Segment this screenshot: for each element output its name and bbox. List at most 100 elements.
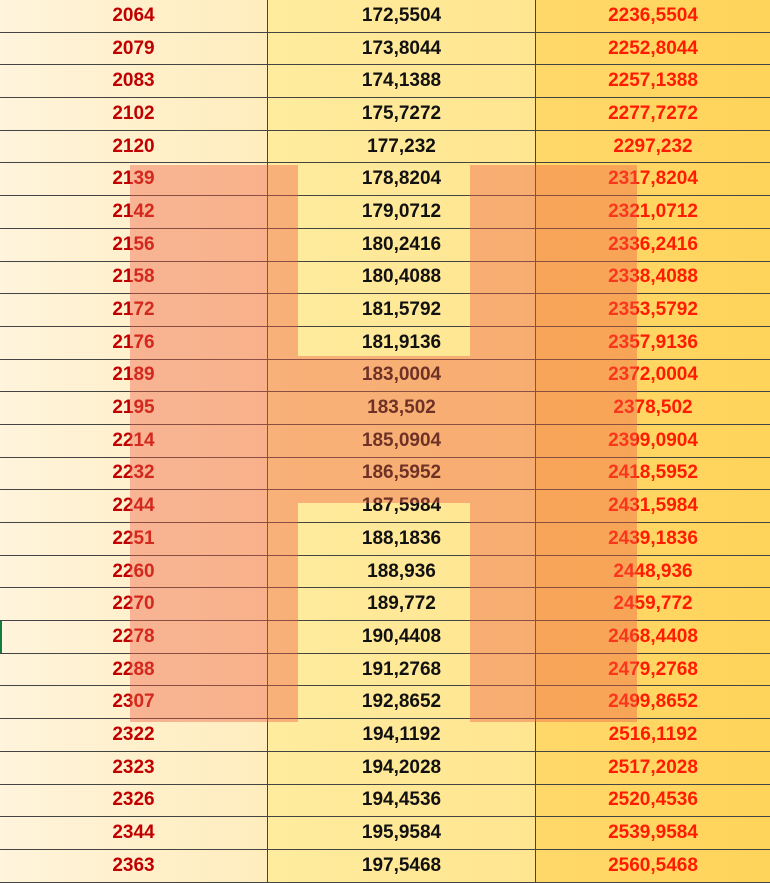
cell-col-3[interactable]: 2277,7272 xyxy=(536,98,770,130)
cell-col-3[interactable]: 2257,1388 xyxy=(536,65,770,98)
cell-col-1[interactable]: 2260 xyxy=(0,555,268,588)
cell-col-3[interactable]: 2468,4408 xyxy=(536,621,770,653)
cell-col-2[interactable]: 180,4088 xyxy=(268,261,536,294)
cell-col-2[interactable]: 181,9136 xyxy=(268,326,536,359)
cell-col-3[interactable]: 2399,0904 xyxy=(536,424,770,457)
table-row: 2363 197,5468 2560,5468 xyxy=(0,849,770,883)
table-row: 2156 180,2416 2336,2416 xyxy=(0,228,770,262)
cell-col-1[interactable]: 2172 xyxy=(0,294,268,326)
cell-col-2[interactable]: 180,2416 xyxy=(268,228,536,261)
table-row: 2270 189,772 2459,772 xyxy=(0,588,770,622)
cell-col-3[interactable]: 2372,0004 xyxy=(536,359,770,392)
table-row: 2142 179,0712 2321,0712 xyxy=(0,196,770,229)
cell-col-2[interactable]: 195,9584 xyxy=(268,817,536,849)
cell-col-1[interactable]: 2120 xyxy=(0,130,268,163)
cell-col-1[interactable]: 2326 xyxy=(0,784,268,817)
cell-col-3[interactable]: 2459,772 xyxy=(536,588,770,621)
cell-col-3[interactable]: 2516,1192 xyxy=(536,719,770,751)
cell-col-1[interactable]: 2363 xyxy=(0,849,268,882)
cell-col-3[interactable]: 2517,2028 xyxy=(536,751,770,784)
cell-col-2[interactable]: 188,936 xyxy=(268,555,536,588)
cell-col-1[interactable]: 2158 xyxy=(0,261,268,294)
cell-col-2[interactable]: 194,4536 xyxy=(268,784,536,817)
cell-col-2[interactable]: 172,5504 xyxy=(268,0,536,32)
table-row: 2278 190,4408 2468,4408 xyxy=(0,621,770,654)
cell-col-3[interactable]: 2336,2416 xyxy=(536,228,770,261)
cell-col-2[interactable]: 179,0712 xyxy=(268,196,536,228)
cell-col-2[interactable]: 190,4408 xyxy=(268,621,536,653)
cell-col-1[interactable]: 2176 xyxy=(0,326,268,359)
table-row: 2176 181,9136 2357,9136 xyxy=(0,326,770,360)
cell-col-3[interactable]: 2252,8044 xyxy=(536,32,770,65)
cell-col-3[interactable]: 2378,502 xyxy=(536,392,770,424)
table-row: 2260 188,936 2448,936 xyxy=(0,555,770,589)
cell-col-3[interactable]: 2539,9584 xyxy=(536,817,770,849)
table-row: 2344 195,9584 2539,9584 xyxy=(0,817,770,850)
cell-col-3[interactable]: 2439,1836 xyxy=(536,523,770,555)
cell-col-2[interactable]: 175,7272 xyxy=(268,98,536,130)
cell-col-1[interactable]: 2244 xyxy=(0,490,268,522)
table-row: 2139 178,8204 2317,8204 xyxy=(0,163,770,197)
cell-col-1[interactable]: 2214 xyxy=(0,424,268,457)
cell-col-1[interactable]: 2322 xyxy=(0,719,268,751)
cell-col-1[interactable]: 2323 xyxy=(0,751,268,784)
cell-col-2[interactable]: 173,8044 xyxy=(268,32,536,65)
cell-col-3[interactable]: 2499,8652 xyxy=(536,686,770,719)
cell-col-1[interactable]: 2270 xyxy=(0,588,268,621)
cell-col-2[interactable]: 177,232 xyxy=(268,130,536,163)
cell-col-2[interactable]: 183,0004 xyxy=(268,359,536,392)
cell-col-1[interactable]: 2142 xyxy=(0,196,268,228)
cell-col-2[interactable]: 181,5792 xyxy=(268,294,536,326)
cell-col-2[interactable]: 191,2768 xyxy=(268,653,536,686)
cell-col-2[interactable]: 197,5468 xyxy=(268,849,536,882)
cell-col-3[interactable]: 2297,232 xyxy=(536,130,770,163)
cell-col-2[interactable]: 183,502 xyxy=(268,392,536,424)
table-row: 2232 186,5952 2418,5952 xyxy=(0,457,770,491)
cell-col-2[interactable]: 194,2028 xyxy=(268,751,536,784)
cell-col-2[interactable]: 185,0904 xyxy=(268,424,536,457)
cell-col-3[interactable]: 2560,5468 xyxy=(536,849,770,882)
cell-col-3[interactable]: 2236,5504 xyxy=(536,0,770,32)
cell-col-3[interactable]: 2431,5984 xyxy=(536,490,770,522)
table-row: 2288 191,2768 2479,2768 xyxy=(0,653,770,687)
table-row: 2195 183,502 2378,502 xyxy=(0,392,770,425)
cell-col-2[interactable]: 194,1192 xyxy=(268,719,536,751)
cell-col-3[interactable]: 2520,4536 xyxy=(536,784,770,817)
cell-col-3[interactable]: 2357,9136 xyxy=(536,326,770,359)
cell-col-3[interactable]: 2353,5792 xyxy=(536,294,770,326)
table-row: 2214 185,0904 2399,0904 xyxy=(0,424,770,458)
cell-col-1[interactable]: 2083 xyxy=(0,65,268,98)
cell-col-2[interactable]: 174,1388 xyxy=(268,65,536,98)
cell-col-3[interactable]: 2418,5952 xyxy=(536,457,770,490)
cell-col-2[interactable]: 186,5952 xyxy=(268,457,536,490)
cell-col-3[interactable]: 2317,8204 xyxy=(536,163,770,196)
cell-col-1[interactable]: 2102 xyxy=(0,98,268,130)
cell-col-3[interactable]: 2479,2768 xyxy=(536,653,770,686)
cell-col-3[interactable]: 2338,4088 xyxy=(536,261,770,294)
cell-col-1[interactable]: 2278 xyxy=(0,621,268,653)
table-row: 2251 188,1836 2439,1836 xyxy=(0,523,770,556)
cell-col-2[interactable]: 192,8652 xyxy=(268,686,536,719)
table-row: 2120 177,232 2297,232 xyxy=(0,130,770,164)
table-row: 2189 183,0004 2372,0004 xyxy=(0,359,770,393)
cell-col-2[interactable]: 189,772 xyxy=(268,588,536,621)
cell-col-2[interactable]: 187,5984 xyxy=(268,490,536,522)
cell-col-1[interactable]: 2079 xyxy=(0,32,268,65)
cell-col-1[interactable]: 2189 xyxy=(0,359,268,392)
table-row: 2158 180,4088 2338,4088 xyxy=(0,261,770,295)
cell-col-1[interactable]: 2156 xyxy=(0,228,268,261)
cell-col-1[interactable]: 2232 xyxy=(0,457,268,490)
cell-col-1[interactable]: 2344 xyxy=(0,817,268,849)
table-row: 2102 175,7272 2277,7272 xyxy=(0,98,770,131)
cell-col-1[interactable]: 2064 xyxy=(0,0,268,32)
table-row: 2326 194,4536 2520,4536 xyxy=(0,784,770,818)
cell-col-3[interactable]: 2448,936 xyxy=(536,555,770,588)
cell-col-2[interactable]: 178,8204 xyxy=(268,163,536,196)
cell-col-2[interactable]: 188,1836 xyxy=(268,523,536,555)
cell-col-1[interactable]: 2288 xyxy=(0,653,268,686)
cell-col-1[interactable]: 2307 xyxy=(0,686,268,719)
cell-col-1[interactable]: 2195 xyxy=(0,392,268,424)
cell-col-3[interactable]: 2321,0712 xyxy=(536,196,770,228)
cell-col-1[interactable]: 2251 xyxy=(0,523,268,555)
cell-col-1[interactable]: 2139 xyxy=(0,163,268,196)
